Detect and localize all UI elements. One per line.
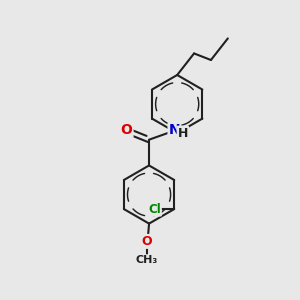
Text: H: H [178, 127, 188, 140]
Text: Cl: Cl [148, 202, 161, 216]
Text: CH₃: CH₃ [136, 255, 158, 265]
Text: N: N [169, 123, 180, 137]
Text: O: O [121, 123, 133, 137]
Text: O: O [141, 235, 152, 248]
